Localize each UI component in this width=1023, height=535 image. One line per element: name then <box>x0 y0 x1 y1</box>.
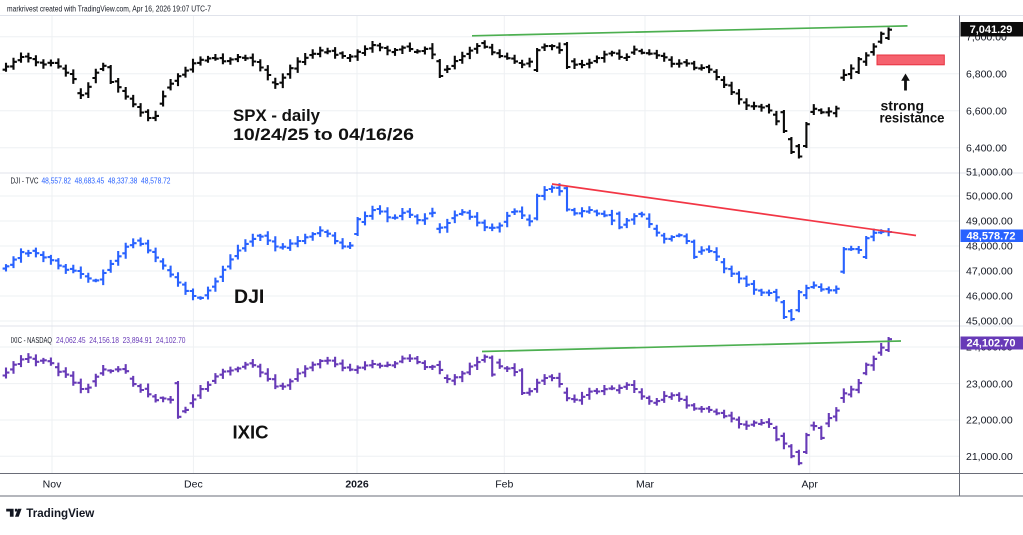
svg-text:49,000.00: 49,000.00 <box>966 216 1013 228</box>
svg-text:SPX - daily: SPX - daily <box>233 107 321 125</box>
svg-text:IXIC - NASDAQ: IXIC - NASDAQ <box>11 335 53 345</box>
svg-text:48,578.72: 48,578.72 <box>967 230 1016 242</box>
svg-text:Nov: Nov <box>43 479 62 491</box>
svg-text:47,000.00: 47,000.00 <box>966 266 1013 278</box>
svg-text:48,557.82 48,683.45 48,337.3: 48,557.82 48,683.45 48,337.38 48,578.72 <box>42 176 171 186</box>
svg-text:Apr: Apr <box>802 479 819 491</box>
svg-text:Mar: Mar <box>636 479 655 491</box>
svg-text:6,800.00: 6,800.00 <box>966 68 1007 80</box>
svg-text:TradingView: TradingView <box>26 506 94 520</box>
svg-text:7,041.29: 7,041.29 <box>970 24 1013 36</box>
svg-text:2026: 2026 <box>345 479 369 491</box>
svg-text:46,000.00: 46,000.00 <box>966 291 1013 303</box>
svg-text:resistance: resistance <box>880 110 945 126</box>
svg-text:24,062.45 24,156.18 23,894.9: 24,062.45 24,156.18 23,894.91 24,102.70 <box>56 335 186 345</box>
svg-text:51,000.00: 51,000.00 <box>966 167 1013 179</box>
svg-text:10/24/25 to 04/16/26: 10/24/25 to 04/16/26 <box>233 126 414 144</box>
svg-text:48,000.00: 48,000.00 <box>966 241 1013 253</box>
svg-text:markrivest created with Tradin: markrivest created with TradingView.com,… <box>7 4 211 14</box>
svg-text:6,600.00: 6,600.00 <box>966 105 1007 117</box>
svg-text:Dec: Dec <box>184 479 203 491</box>
svg-text:45,000.00: 45,000.00 <box>966 316 1013 328</box>
svg-text:23,000.00: 23,000.00 <box>966 378 1013 390</box>
svg-text:6,400.00: 6,400.00 <box>966 142 1007 154</box>
svg-text:IXIC: IXIC <box>233 422 269 443</box>
svg-text:Feb: Feb <box>495 479 513 491</box>
svg-text:DJI: DJI <box>234 286 264 308</box>
svg-text:22,000.00: 22,000.00 <box>966 415 1013 427</box>
svg-text:DJI - TVC: DJI - TVC <box>11 176 39 186</box>
svg-text:24,102.70: 24,102.70 <box>967 338 1016 350</box>
svg-text:50,000.00: 50,000.00 <box>966 191 1013 203</box>
svg-text:21,000.00: 21,000.00 <box>966 451 1013 463</box>
